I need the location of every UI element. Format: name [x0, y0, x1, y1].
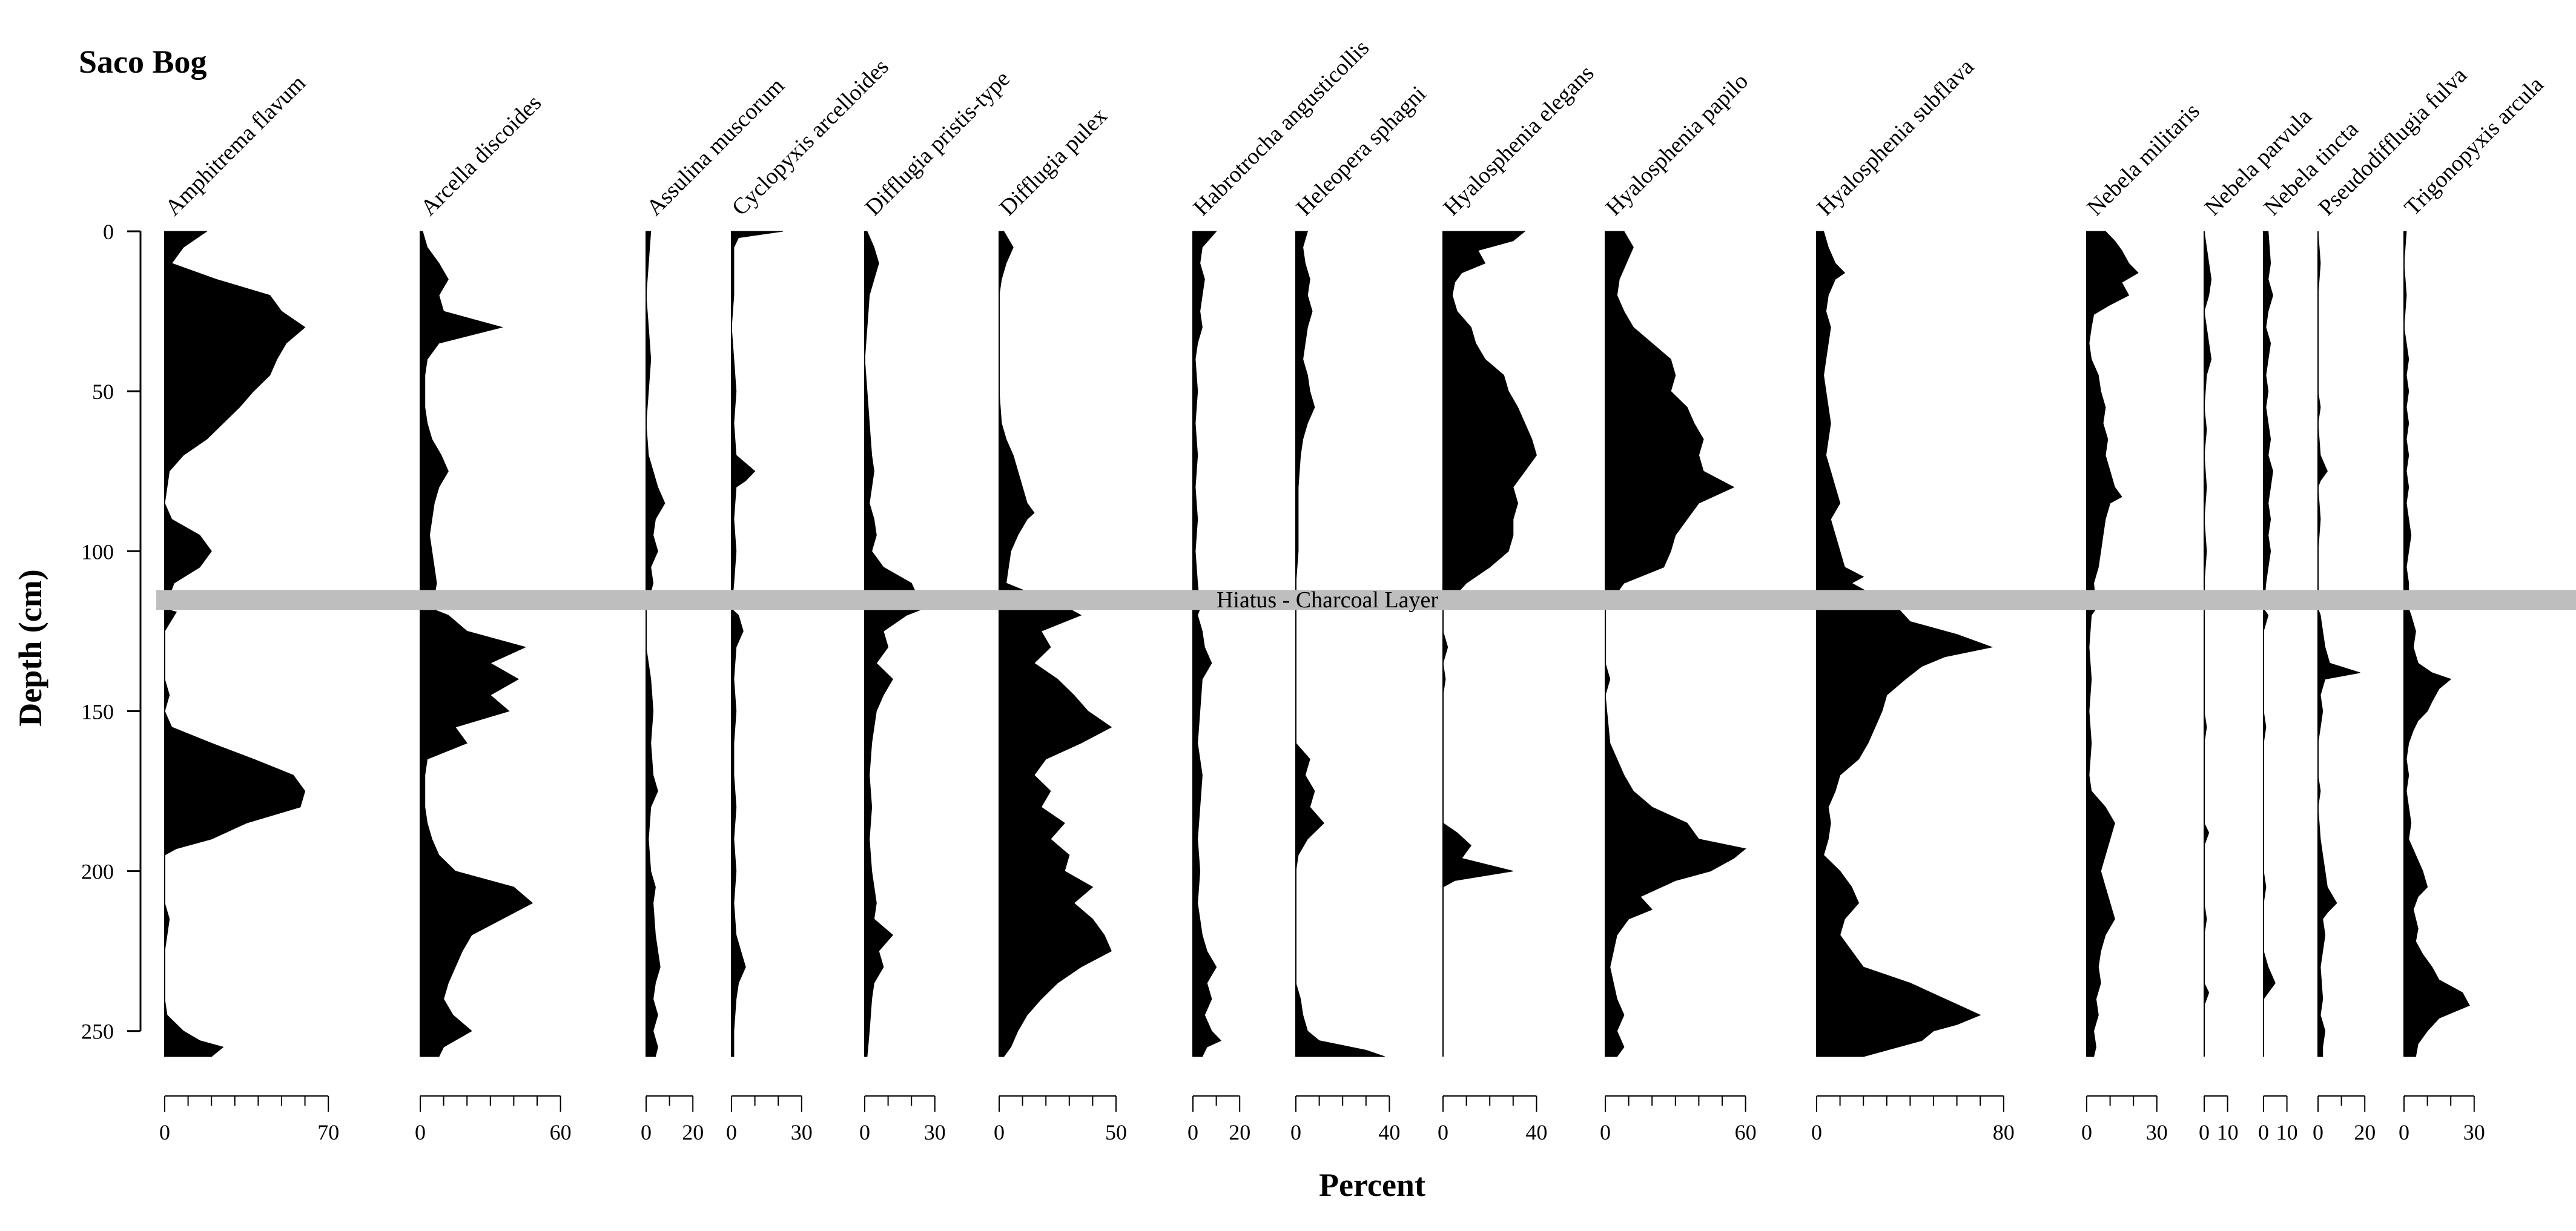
taxon-abundance-area: [1605, 231, 1746, 1057]
percent-tick-label: 30: [924, 1120, 946, 1144]
percent-tick-label: 0: [2399, 1120, 2409, 1144]
percent-tick-label: 50: [1105, 1120, 1127, 1144]
hiatus-band: Hiatus - Charcoal Layer: [156, 587, 2576, 613]
percent-tick-label: 30: [2146, 1120, 2168, 1144]
taxon-label: Amphitrema flavum: [160, 70, 311, 220]
depth-tick-label: 150: [81, 699, 114, 724]
taxon-abundance-area: [164, 231, 306, 1057]
taxon-label: Habrotrocha angusticollis: [1189, 35, 1375, 221]
percent-tick-label: 0: [2081, 1120, 2092, 1144]
taxon-abundance-area: [2204, 231, 2212, 1057]
depth-tick-label: 250: [81, 1020, 114, 1044]
hiatus-bar: [156, 590, 2576, 610]
depth-tick-label: 50: [92, 380, 114, 404]
percent-tick-label: 20: [1229, 1120, 1250, 1144]
percent-tick-label: 30: [791, 1120, 813, 1144]
depth-tick-label: 100: [81, 540, 114, 564]
percent-tick-label: 10: [2217, 1120, 2239, 1144]
percent-tick-label: 60: [550, 1120, 572, 1144]
percent-tick-label: 0: [994, 1120, 1005, 1144]
percent-tick-label: 0: [1811, 1120, 1822, 1144]
taxon-label: Hyalosphenia papilo: [1601, 68, 1753, 220]
percent-tick-label: 0: [726, 1120, 737, 1144]
percent-tick-label: 0: [159, 1120, 170, 1144]
percent-tick-label: 0: [1187, 1120, 1198, 1144]
taxon-abundance-area: [1442, 231, 1537, 1057]
chart-title: Saco Bog: [79, 44, 207, 80]
taxon-label: Arcella discoides: [416, 90, 546, 220]
taxon-label: Nebela militaris: [2082, 98, 2205, 220]
taxon-abundance-area: [999, 231, 1112, 1057]
percent-tick-label: 0: [415, 1120, 426, 1144]
percent-tick-label: 0: [1438, 1120, 1448, 1144]
taxon-abundance-area: [864, 231, 924, 1057]
percent-tick-label: 0: [641, 1120, 652, 1144]
percent-tick-label: 20: [682, 1120, 704, 1144]
percent-tick-label: 40: [1525, 1120, 1547, 1144]
percent-tick-label: 30: [2463, 1120, 2485, 1144]
taxon-abundance-area: [646, 231, 665, 1057]
percent-tick-label: 60: [1735, 1120, 1757, 1144]
percent-tick-label: 20: [2354, 1120, 2376, 1144]
percent-tick-label: 0: [2313, 1120, 2323, 1144]
taxon-abundance-area: [2263, 231, 2276, 1057]
x-axis-title: Percent: [1319, 1167, 1425, 1203]
y-axis-title: Depth (cm): [12, 569, 48, 726]
percent-tick-label: 0: [1600, 1120, 1611, 1144]
percent-tick-label: 0: [2199, 1120, 2210, 1144]
taxon-abundance-area: [731, 231, 783, 1057]
taxon-panel: Nebela militaris 0 30: [2081, 98, 2205, 1144]
percent-tick-label: 70: [317, 1120, 339, 1144]
percent-tick-label: 0: [1290, 1120, 1301, 1144]
taxon-label: Hyalosphenia subflava: [1812, 54, 1979, 220]
taxon-panel: Difflugia pulex 0 50: [994, 103, 1127, 1144]
taxon-abundance-area: [1192, 231, 1222, 1057]
depth-tick-label: 0: [103, 220, 114, 244]
percent-tick-label: 10: [2276, 1120, 2298, 1144]
taxon-abundance-area: [2317, 231, 2360, 1057]
percent-tick-label: 0: [859, 1120, 870, 1144]
taxon-abundance-area: [2086, 231, 2139, 1057]
taxon-label: Hyalosphenia elegans: [1439, 61, 1599, 221]
percent-tick-label: 80: [1993, 1120, 2015, 1144]
percent-tick-label: 40: [1378, 1120, 1400, 1144]
taxon-label: Difflugia pulex: [995, 103, 1112, 220]
taxon-abundance-area: [1816, 231, 1993, 1057]
depth-axis: 0 50 100 150 200 250: [81, 220, 142, 1044]
taxon-abundance-area: [1295, 231, 1385, 1057]
taxon-label: Assulina muscorum: [642, 73, 790, 220]
taxon-panel: Arcella discoides 0 60: [415, 90, 572, 1144]
percent-tick-label: 0: [2258, 1120, 2269, 1144]
taxon-abundance-area: [420, 231, 533, 1057]
hiatus-label: Hiatus - Charcoal Layer: [1217, 587, 1438, 613]
taxon-label: Difflugia pristis-type: [860, 66, 1015, 220]
taxon-abundance-area: [2403, 231, 2470, 1057]
depth-tick-label: 200: [81, 860, 114, 884]
